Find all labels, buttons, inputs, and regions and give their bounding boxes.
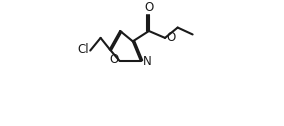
Text: O: O [144, 1, 154, 14]
Text: Cl: Cl [78, 43, 89, 56]
Text: O: O [167, 31, 176, 44]
Text: N: N [143, 55, 152, 68]
Text: O: O [109, 53, 118, 66]
